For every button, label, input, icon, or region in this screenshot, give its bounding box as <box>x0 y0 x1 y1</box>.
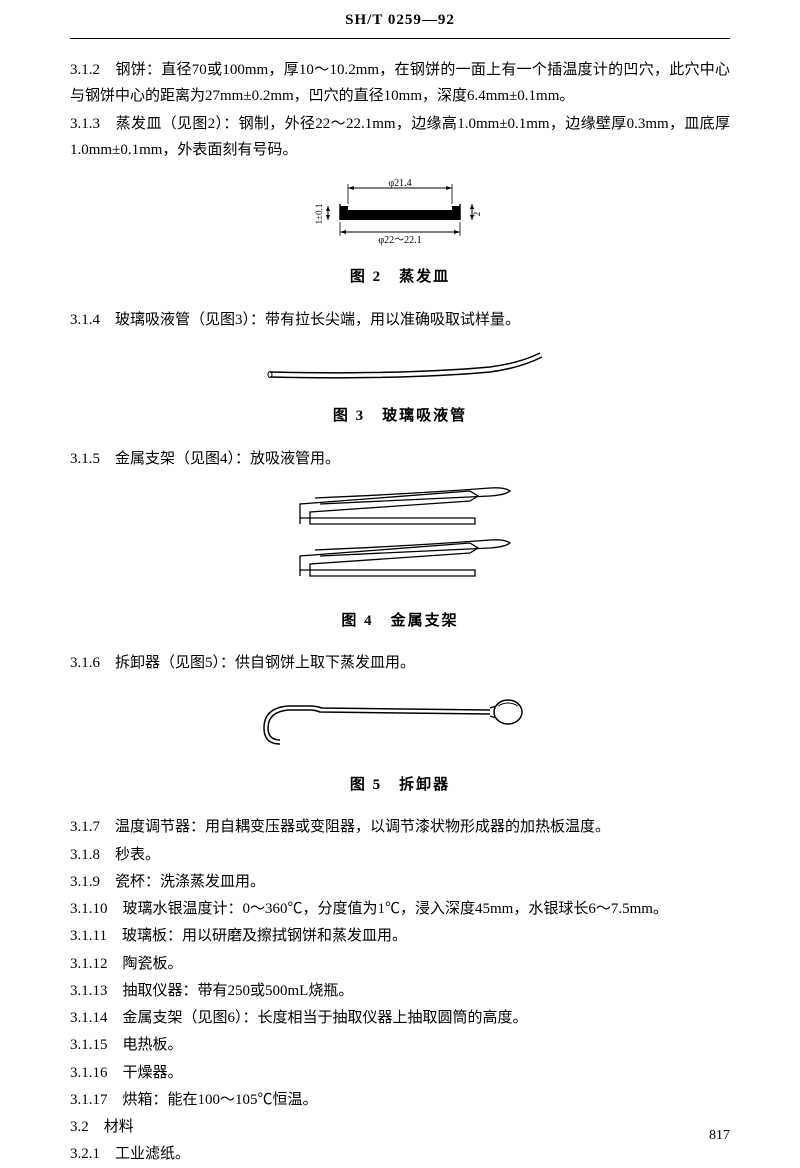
para-316: 3.1.6 拆卸器（见图5）：供自钢饼上取下蒸发皿用。 <box>70 650 730 676</box>
item-318: 3.1.8 秒表。 <box>70 842 730 868</box>
doc-header: SH/T 0259—92 <box>70 0 730 39</box>
figure-3 <box>70 347 730 397</box>
figure-4 <box>70 486 730 601</box>
item-319: 3.1.9 瓷杯：洗涤蒸发皿用。 <box>70 869 730 895</box>
dim-bottom: φ22～22.1 <box>378 235 421 246</box>
fig3-caption: 图 3 玻璃吸液管 <box>70 404 730 430</box>
dim-right: 2 <box>472 211 482 216</box>
para-313: 3.1.3 蒸发皿（见图2）：钢制，外径22～22.1mm，边缘高1.0mm±0… <box>70 111 730 164</box>
figure-2: φ21.4 φ22～22.1 1±0.1 2 <box>70 178 730 258</box>
item-321: 3.2.1 工业滤纸。 <box>70 1141 730 1167</box>
para-314: 3.1.4 玻璃吸液管（见图3）：带有拉长尖端，用以准确吸取试样量。 <box>70 307 730 333</box>
item-317: 3.1.7 温度调节器：用自耦变压器或变阻器，以调节漆状物形成器的加热板温度。 <box>70 814 730 840</box>
item-3114: 3.1.14 金属支架（见图6）：长度相当于抽取仪器上抽取圆筒的高度。 <box>70 1005 730 1031</box>
item-3111: 3.1.11 玻璃板：用以研磨及擦拭钢饼和蒸发皿用。 <box>70 923 730 949</box>
dim-left: 1±0.1 <box>314 203 324 224</box>
content: 3.1.2 钢饼：直径70或100mm，厚10～10.2mm，在钢饼的一面上有一… <box>0 57 800 1168</box>
item-32: 3.2 材料 <box>70 1114 730 1140</box>
item-3112: 3.1.12 陶瓷板。 <box>70 951 730 977</box>
item-3113: 3.1.13 抽取仪器：带有250或500mL烧瓶。 <box>70 978 730 1004</box>
item-3117: 3.1.17 烘箱：能在100～105℃恒温。 <box>70 1087 730 1113</box>
fig2-caption: 图 2 蒸发皿 <box>70 265 730 291</box>
fig4-caption: 图 4 金属支架 <box>70 609 730 635</box>
figure-5 <box>70 690 730 765</box>
para-312: 3.1.2 钢饼：直径70或100mm，厚10～10.2mm，在钢饼的一面上有一… <box>70 57 730 110</box>
para-315: 3.1.5 金属支架（见图4）：放吸液管用。 <box>70 446 730 472</box>
fig5-caption: 图 5 拆卸器 <box>70 773 730 799</box>
item-3115: 3.1.15 电热板。 <box>70 1032 730 1058</box>
page-number: 817 <box>709 1124 730 1148</box>
item-3110: 3.1.10 玻璃水银温度计：0～360℃，分度值为1℃，浸入深度45mm，水银… <box>70 896 730 922</box>
dim-top: φ21.4 <box>388 178 411 189</box>
item-3116: 3.1.16 干燥器。 <box>70 1060 730 1086</box>
